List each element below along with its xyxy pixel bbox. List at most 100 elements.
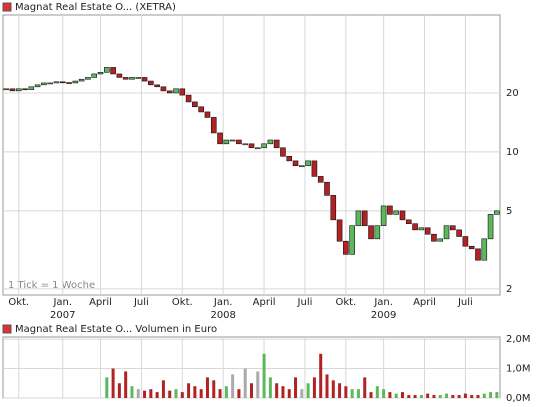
candle-body — [104, 67, 110, 73]
volume-bar — [375, 386, 379, 398]
volume-bar — [149, 389, 153, 398]
volume-bar — [382, 389, 386, 398]
candle-body — [9, 88, 16, 92]
candle-body — [387, 205, 393, 215]
volume-bar — [130, 386, 134, 398]
volume-bar — [300, 389, 304, 398]
volume-bar — [331, 380, 335, 398]
volume-bar — [306, 383, 310, 398]
candle-body — [78, 78, 85, 82]
legend-swatch — [2, 324, 12, 334]
volume-bar — [400, 392, 404, 398]
candle-body — [349, 225, 355, 255]
candle-body — [481, 238, 488, 261]
volume-bar — [432, 395, 436, 398]
volume-bar — [180, 392, 184, 398]
x-year-label: 2008 — [210, 310, 235, 321]
candle-body — [204, 111, 211, 118]
candle-body — [437, 238, 444, 242]
volume-bar — [111, 368, 115, 398]
volume-bar — [155, 392, 159, 398]
candle-body — [154, 84, 160, 88]
candle-body — [97, 71, 104, 75]
x-tick-label: Jan. — [213, 297, 233, 308]
candle-body — [412, 223, 418, 231]
candle-body — [116, 73, 123, 78]
volume-bar — [413, 395, 417, 398]
candle-body — [405, 219, 412, 225]
candle-body — [280, 147, 286, 157]
x-tick-label: April — [89, 297, 112, 308]
volume-bar — [294, 377, 298, 398]
volume-bar — [205, 377, 209, 398]
candle-body — [28, 86, 35, 90]
volume-bar — [168, 390, 172, 398]
volume-bar — [287, 389, 291, 398]
candle-body — [41, 82, 47, 86]
candle-body — [3, 88, 9, 91]
volume-bar — [124, 371, 128, 398]
candle-body — [141, 77, 148, 82]
candle-body — [217, 132, 223, 145]
x-tick-label: Jan. — [373, 297, 393, 308]
volume-bar — [224, 386, 228, 398]
candle-body — [166, 90, 173, 94]
y-tick-label: 2,0M — [506, 334, 531, 345]
volume-bar — [451, 395, 455, 398]
candle-body — [229, 139, 236, 142]
volume-bar — [231, 374, 235, 398]
candle-body — [66, 82, 72, 84]
volume-bar — [495, 392, 499, 398]
candle-body — [122, 77, 129, 80]
y-tick-label: 10 — [506, 147, 519, 158]
volume-bar — [268, 377, 272, 398]
x-tick-label: Juli — [133, 297, 149, 308]
candle-body — [53, 81, 60, 84]
candle-body — [468, 245, 475, 250]
candle-body — [355, 210, 362, 227]
candle-body — [254, 147, 261, 150]
candle-body — [418, 227, 425, 231]
candle-body — [22, 88, 28, 91]
volume-bar — [218, 389, 222, 398]
candle-body — [236, 139, 242, 145]
candle-body — [267, 139, 274, 145]
candle-body — [311, 160, 318, 177]
candle-body — [456, 229, 462, 237]
volume-bar — [489, 392, 493, 398]
candle-body — [393, 210, 399, 215]
volume-bar — [243, 368, 247, 398]
volume-bar — [407, 395, 411, 398]
candle-body — [129, 77, 135, 80]
candle-body — [91, 73, 98, 78]
candle-body — [192, 101, 198, 108]
x-tick-label: Juli — [457, 297, 473, 308]
volume-bar — [117, 383, 121, 398]
volume-bar — [356, 389, 360, 398]
candle-body — [248, 143, 255, 149]
volume-bar — [250, 383, 253, 398]
candle-body — [160, 86, 167, 92]
candle-body — [317, 176, 324, 183]
volume-bar — [193, 386, 197, 398]
y-tick-label: 2 — [506, 284, 512, 295]
candle-body — [72, 80, 79, 84]
volume-bar — [237, 389, 241, 398]
candle-body — [475, 248, 481, 261]
volume-bar — [419, 395, 423, 398]
candle-body — [462, 236, 469, 247]
volume-bar — [344, 386, 348, 398]
x-tick-label: Juli — [297, 297, 313, 308]
candle-body — [15, 88, 22, 92]
note: 1 Tick = 1 Woche — [8, 280, 95, 291]
y-tick-label: 0,0M — [506, 393, 531, 404]
y-tick-label: 1,0M — [506, 364, 531, 375]
volume-bar — [445, 393, 449, 398]
legend-swatch — [2, 2, 12, 12]
x-year-label: 2007 — [50, 310, 75, 321]
candle-body — [242, 143, 249, 146]
candle-body — [368, 225, 374, 240]
x-tick-label: April — [413, 297, 436, 308]
x-tick-label: April — [253, 297, 276, 308]
